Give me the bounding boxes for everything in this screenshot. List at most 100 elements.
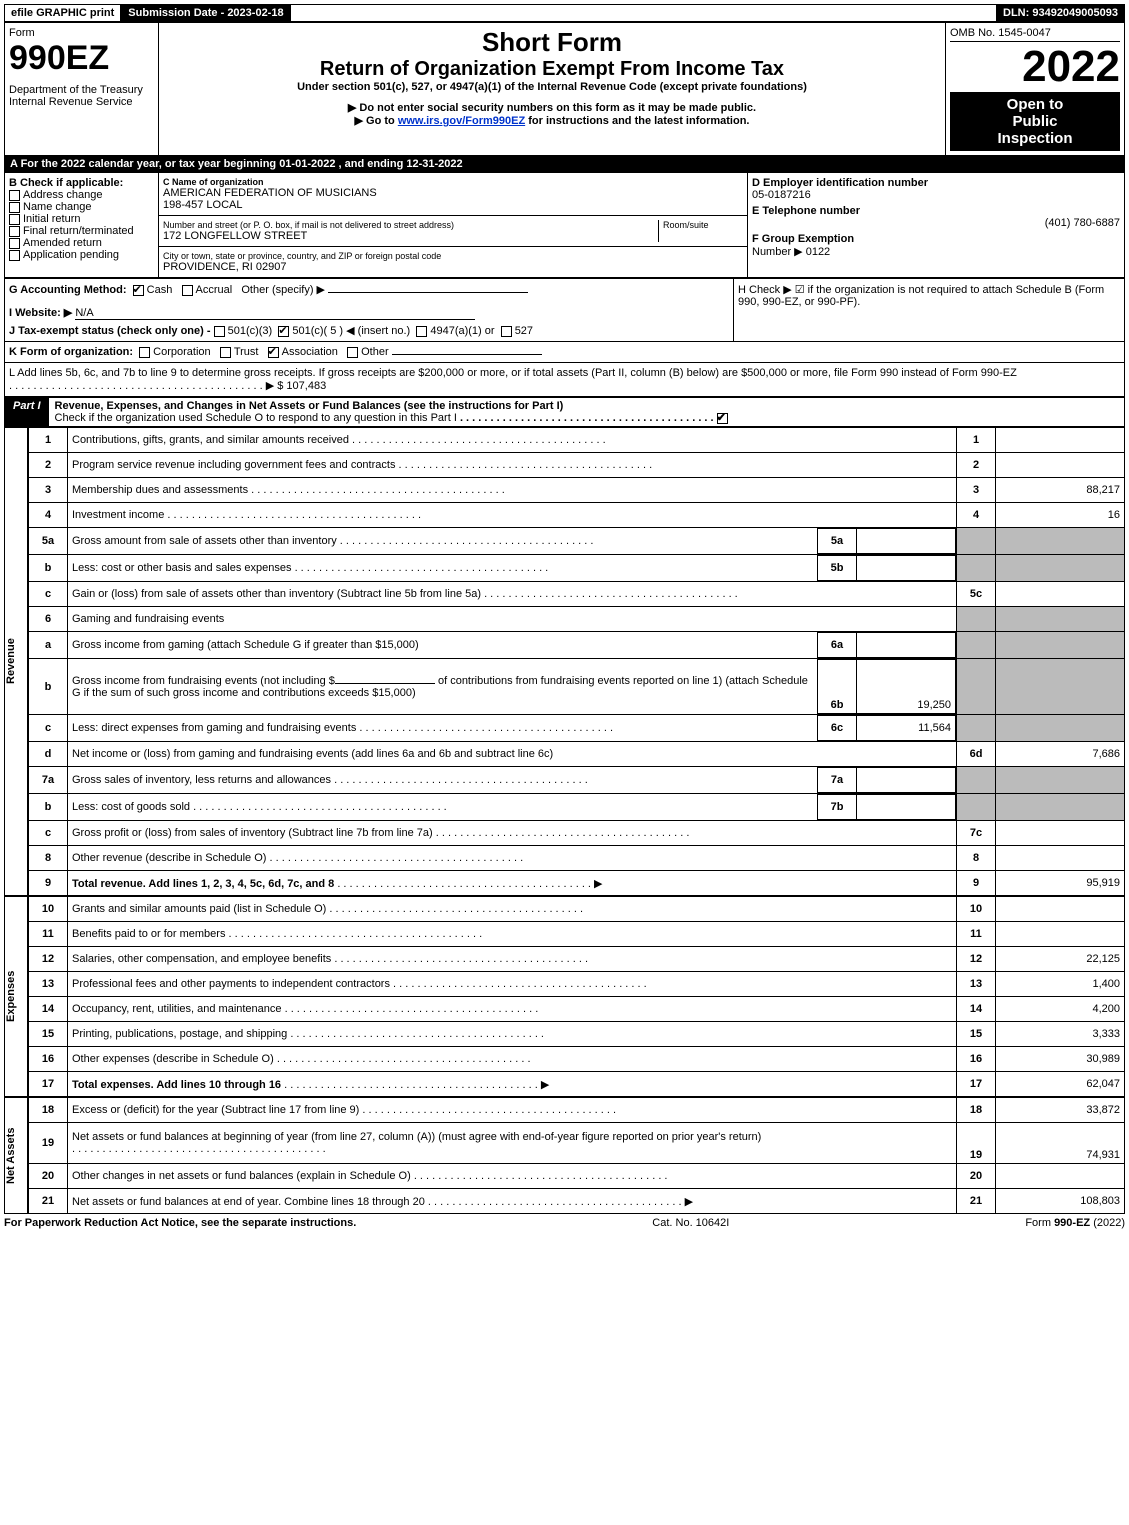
- line-6a-subval: [857, 633, 956, 658]
- line-7a-sub: 7a: [818, 768, 857, 793]
- inspection-line3: Inspection: [997, 130, 1072, 147]
- dots-19: [72, 1143, 326, 1155]
- opt-501c: 501(c)( 5 ) ◀ (insert no.): [292, 325, 410, 337]
- part-1-header: Part I Revenue, Expenses, and Changes in…: [4, 397, 1125, 427]
- check-amended-return[interactable]: Amended return: [9, 237, 154, 249]
- check-initial-return[interactable]: Initial return: [9, 213, 154, 225]
- dots-8: [266, 852, 523, 864]
- line-20-val: [996, 1164, 1125, 1189]
- check-other-org[interactable]: [347, 347, 358, 358]
- line-9-arrow: ▶: [594, 878, 602, 890]
- footer-right: Form 990-EZ (2022): [1025, 1217, 1125, 1229]
- check-association[interactable]: [268, 347, 279, 358]
- check-final-return[interactable]: Final return/terminated: [9, 225, 154, 237]
- line-16-num: 16: [29, 1047, 68, 1072]
- dots-5b: [292, 562, 549, 574]
- goto-link[interactable]: ▶ Go to www.irs.gov/Form990EZ for instru…: [163, 114, 941, 127]
- topbar-spacer: [291, 4, 996, 22]
- section-f-label2: Number ▶: [752, 246, 803, 258]
- check-application-pending[interactable]: Application pending: [9, 249, 154, 261]
- section-j-label: J Tax-exempt status (check only one) -: [9, 325, 211, 337]
- line-14-desc: Occupancy, rent, utilities, and maintena…: [72, 1003, 282, 1015]
- line-7c-val: [996, 821, 1125, 846]
- section-f-label: F Group Exemption: [752, 233, 854, 245]
- line-18-box: 18: [957, 1098, 996, 1123]
- revenue-vertical-label: Revenue: [4, 427, 28, 896]
- line-21-num: 21: [29, 1189, 68, 1214]
- line-6b-num: b: [29, 659, 68, 715]
- line-6b-blank[interactable]: [335, 683, 435, 684]
- line-6a-desc: Gross income from gaming (attach Schedul…: [72, 639, 419, 651]
- opt-trust: Trust: [234, 346, 259, 358]
- line-4-num: 4: [29, 503, 68, 528]
- line-5a-val-shaded: [996, 528, 1125, 555]
- part-1-title: Revenue, Expenses, and Changes in Net As…: [49, 398, 1124, 426]
- section-l-text: L Add lines 5b, 6c, and 7b to line 9 to …: [9, 367, 1017, 379]
- line-6-box-shaded: [957, 607, 996, 632]
- form-header: Form 990EZ Department of the Treasury In…: [4, 22, 1125, 156]
- check-accrual[interactable]: [182, 285, 193, 296]
- check-cash[interactable]: [133, 285, 144, 296]
- net-assets-section: Net Assets 18Excess or (deficit) for the…: [4, 1097, 1125, 1214]
- line-5a-subval: [857, 529, 956, 554]
- line-6b-desc1: Gross income from fundraising events (no…: [72, 675, 335, 687]
- dots-p1: [460, 412, 714, 424]
- line-8-desc: Other revenue (describe in Schedule O): [72, 852, 266, 864]
- opt-4947: 4947(a)(1) or: [430, 325, 494, 337]
- line-6d-desc: Net income or (loss) from gaming and fun…: [72, 748, 553, 760]
- org-name-2: 198-457 LOCAL: [163, 199, 743, 211]
- dots-5c: [481, 588, 738, 600]
- line-16-desc: Other expenses (describe in Schedule O): [72, 1053, 274, 1065]
- footer-left: For Paperwork Reduction Act Notice, see …: [4, 1217, 356, 1229]
- check-4947[interactable]: [416, 326, 427, 337]
- opt-amended-return: Amended return: [23, 237, 102, 249]
- line-2-desc: Program service revenue including govern…: [72, 459, 395, 471]
- line-7b-val-shaded: [996, 794, 1125, 821]
- other-specify-blank[interactable]: [328, 292, 528, 293]
- line-19-val: 74,931: [996, 1123, 1125, 1164]
- line-3-box: 3: [957, 478, 996, 503]
- dots-15: [287, 1028, 544, 1040]
- dots-7a: [331, 774, 588, 786]
- line-6a-num: a: [29, 632, 68, 659]
- check-name-change[interactable]: Name change: [9, 201, 154, 213]
- line-13-box: 13: [957, 972, 996, 997]
- dots-10: [326, 903, 583, 915]
- section-h-text: H Check ▶ ☑ if the organization is not r…: [738, 283, 1120, 308]
- org-info-block: B Check if applicable: Address change Na…: [4, 172, 1125, 278]
- efile-print[interactable]: efile GRAPHIC print: [4, 4, 121, 22]
- line-5a-num: 5a: [29, 528, 68, 555]
- irs-url[interactable]: www.irs.gov/Form990EZ: [398, 115, 525, 127]
- line-13-desc: Professional fees and other payments to …: [72, 978, 390, 990]
- check-501c3[interactable]: [214, 326, 225, 337]
- line-5b-box-shaded: [957, 555, 996, 582]
- dots-12: [331, 953, 588, 965]
- line-7c-num: c: [29, 821, 68, 846]
- dln-number: DLN: 93492049005093: [996, 4, 1125, 22]
- line-11-num: 11: [29, 922, 68, 947]
- other-org-blank[interactable]: [392, 354, 542, 355]
- department: Department of the Treasury: [9, 84, 154, 96]
- line-5c-num: c: [29, 582, 68, 607]
- check-527[interactable]: [501, 326, 512, 337]
- dots-9: [334, 878, 591, 890]
- check-501c[interactable]: [278, 326, 289, 337]
- line-18-desc: Excess or (deficit) for the year (Subtra…: [72, 1104, 359, 1116]
- subtitle: Under section 501(c), 527, or 4947(a)(1)…: [163, 81, 941, 93]
- line-7c-desc: Gross profit or (loss) from sales of inv…: [72, 827, 433, 839]
- line-16-val: 30,989: [996, 1047, 1125, 1072]
- opt-association: Association: [282, 346, 338, 358]
- line-17-val: 62,047: [996, 1072, 1125, 1097]
- check-address-change[interactable]: Address change: [9, 189, 154, 201]
- line-7a-desc: Gross sales of inventory, less returns a…: [72, 774, 331, 786]
- room-label: Room/suite: [663, 220, 743, 230]
- line-7b-num: b: [29, 794, 68, 821]
- line-3-val: 88,217: [996, 478, 1125, 503]
- opt-corporation: Corporation: [153, 346, 210, 358]
- check-corporation[interactable]: [139, 347, 150, 358]
- check-schedule-o[interactable]: [717, 413, 728, 424]
- line-4-val: 16: [996, 503, 1125, 528]
- part-1-title-text: Revenue, Expenses, and Changes in Net As…: [55, 400, 564, 412]
- line-17-num: 17: [29, 1072, 68, 1097]
- check-trust[interactable]: [220, 347, 231, 358]
